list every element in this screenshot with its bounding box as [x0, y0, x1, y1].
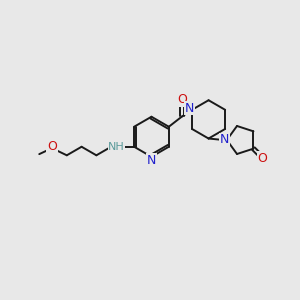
- Text: O: O: [257, 152, 267, 165]
- Text: NH: NH: [108, 142, 125, 152]
- Text: O: O: [177, 93, 187, 106]
- Text: N: N: [220, 134, 229, 146]
- Text: N: N: [185, 102, 194, 115]
- Text: O: O: [47, 140, 57, 153]
- Text: N: N: [147, 154, 156, 167]
